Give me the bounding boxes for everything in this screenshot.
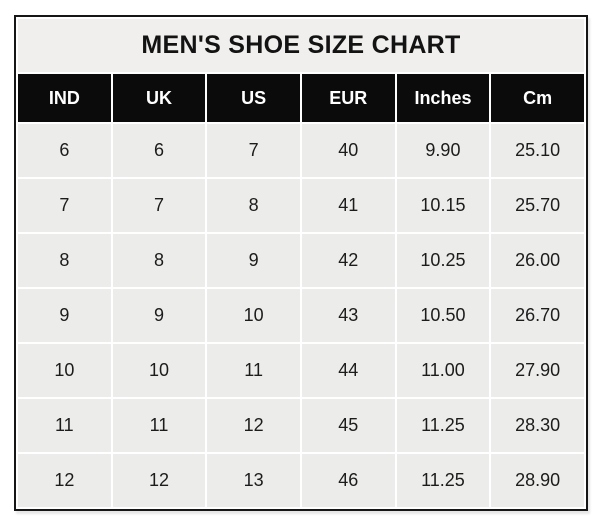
cell-ind: 11 — [18, 399, 111, 452]
cell-inches: 11.25 — [396, 399, 490, 452]
header-row: IND UK US EUR Inches Cm — [18, 74, 584, 122]
cell-uk: 11 — [112, 399, 206, 452]
cell-inches: 10.50 — [396, 289, 490, 342]
cell-cm: 25.70 — [491, 179, 584, 232]
cell-ind: 10 — [18, 344, 111, 397]
cell-ind: 6 — [18, 124, 111, 177]
cell-uk: 8 — [112, 234, 206, 287]
cell-cm: 25.10 — [491, 124, 584, 177]
cell-ind: 9 — [18, 289, 111, 342]
cell-us: 7 — [207, 124, 300, 177]
title-row: MEN'S SHOE SIZE CHART — [18, 19, 584, 72]
cell-cm: 27.90 — [491, 344, 584, 397]
column-header-uk: UK — [112, 74, 206, 122]
cell-us: 12 — [207, 399, 300, 452]
column-header-cm: Cm — [491, 74, 584, 122]
cell-us: 9 — [207, 234, 300, 287]
cell-inches: 11.00 — [396, 344, 490, 397]
chart-title: MEN'S SHOE SIZE CHART — [18, 19, 584, 72]
table-row: 9 9 10 43 10.50 26.70 — [18, 289, 584, 342]
table-row: 10 10 11 44 11.00 27.90 — [18, 344, 584, 397]
shoe-size-chart-table: MEN'S SHOE SIZE CHART IND UK US EUR Inch… — [14, 15, 588, 511]
cell-inches: 10.25 — [396, 234, 490, 287]
column-header-us: US — [207, 74, 300, 122]
cell-us: 10 — [207, 289, 300, 342]
cell-cm: 28.90 — [491, 454, 584, 507]
cell-uk: 7 — [112, 179, 206, 232]
cell-inches: 10.15 — [396, 179, 490, 232]
cell-cm: 26.00 — [491, 234, 584, 287]
cell-eur: 44 — [301, 344, 395, 397]
cell-eur: 46 — [301, 454, 395, 507]
table-row: 7 7 8 41 10.15 25.70 — [18, 179, 584, 232]
table-row: 8 8 9 42 10.25 26.00 — [18, 234, 584, 287]
cell-eur: 41 — [301, 179, 395, 232]
cell-us: 8 — [207, 179, 300, 232]
table-row: 6 6 7 40 9.90 25.10 — [18, 124, 584, 177]
column-header-ind: IND — [18, 74, 111, 122]
cell-ind: 12 — [18, 454, 111, 507]
size-table-body: 6 6 7 40 9.90 25.10 7 7 8 41 10.15 25.70 8 8 9 42 10.25 2… — [18, 124, 584, 507]
cell-inches: 9.90 — [396, 124, 490, 177]
cell-eur: 43 — [301, 289, 395, 342]
column-header-inches: Inches — [396, 74, 490, 122]
table-row: 12 12 13 46 11.25 28.90 — [18, 454, 584, 507]
cell-inches: 11.25 — [396, 454, 490, 507]
cell-uk: 6 — [112, 124, 206, 177]
cell-cm: 28.30 — [491, 399, 584, 452]
table-row: 11 11 12 45 11.25 28.30 — [18, 399, 584, 452]
cell-eur: 45 — [301, 399, 395, 452]
cell-cm: 26.70 — [491, 289, 584, 342]
cell-eur: 42 — [301, 234, 395, 287]
cell-uk: 10 — [112, 344, 206, 397]
column-header-eur: EUR — [301, 74, 395, 122]
cell-uk: 12 — [112, 454, 206, 507]
cell-eur: 40 — [301, 124, 395, 177]
cell-ind: 8 — [18, 234, 111, 287]
cell-uk: 9 — [112, 289, 206, 342]
cell-ind: 7 — [18, 179, 111, 232]
cell-us: 13 — [207, 454, 300, 507]
table-head: MEN'S SHOE SIZE CHART IND UK US EUR Inch… — [18, 19, 584, 122]
cell-us: 11 — [207, 344, 300, 397]
